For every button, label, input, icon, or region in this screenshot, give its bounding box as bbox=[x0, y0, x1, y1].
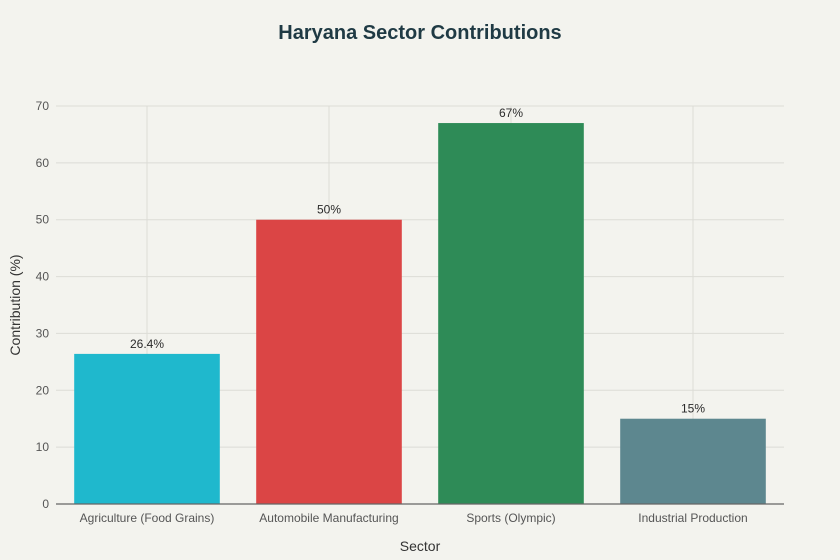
bar-data-label: 15% bbox=[681, 402, 705, 416]
y-tick-label: 20 bbox=[36, 383, 50, 397]
y-tick-label: 60 bbox=[36, 156, 50, 170]
y-tick-label: 0 bbox=[42, 497, 49, 511]
x-tick-label: Agriculture (Food Grains) bbox=[80, 511, 215, 525]
bar-data-label: 67% bbox=[499, 106, 523, 120]
bar bbox=[438, 123, 584, 505]
x-tick-label: Industrial Production bbox=[638, 511, 747, 525]
bar bbox=[620, 418, 766, 504]
bar bbox=[74, 353, 220, 504]
y-tick-label: 10 bbox=[36, 440, 50, 454]
x-axis-title: Sector bbox=[400, 538, 441, 554]
bar-data-label: 50% bbox=[317, 203, 341, 217]
y-tick-label: 70 bbox=[36, 99, 50, 113]
y-tick-label: 50 bbox=[36, 213, 50, 227]
x-tick-label: Automobile Manufacturing bbox=[259, 511, 398, 525]
bar bbox=[256, 219, 402, 504]
bar-data-label: 26.4% bbox=[130, 337, 164, 351]
chart-title: Haryana Sector Contributions bbox=[278, 22, 562, 44]
bars-layer bbox=[74, 123, 766, 505]
y-tick-label: 40 bbox=[36, 270, 50, 284]
labels-layer: 0 10 20 30 40 50 60 70 26.4% Agriculture (Food Gr… bbox=[36, 99, 748, 525]
y-tick-label: 30 bbox=[36, 326, 50, 340]
y-axis-title: Contribution (%) bbox=[7, 254, 23, 355]
x-tick-label: Sports (Olympic) bbox=[466, 511, 555, 525]
